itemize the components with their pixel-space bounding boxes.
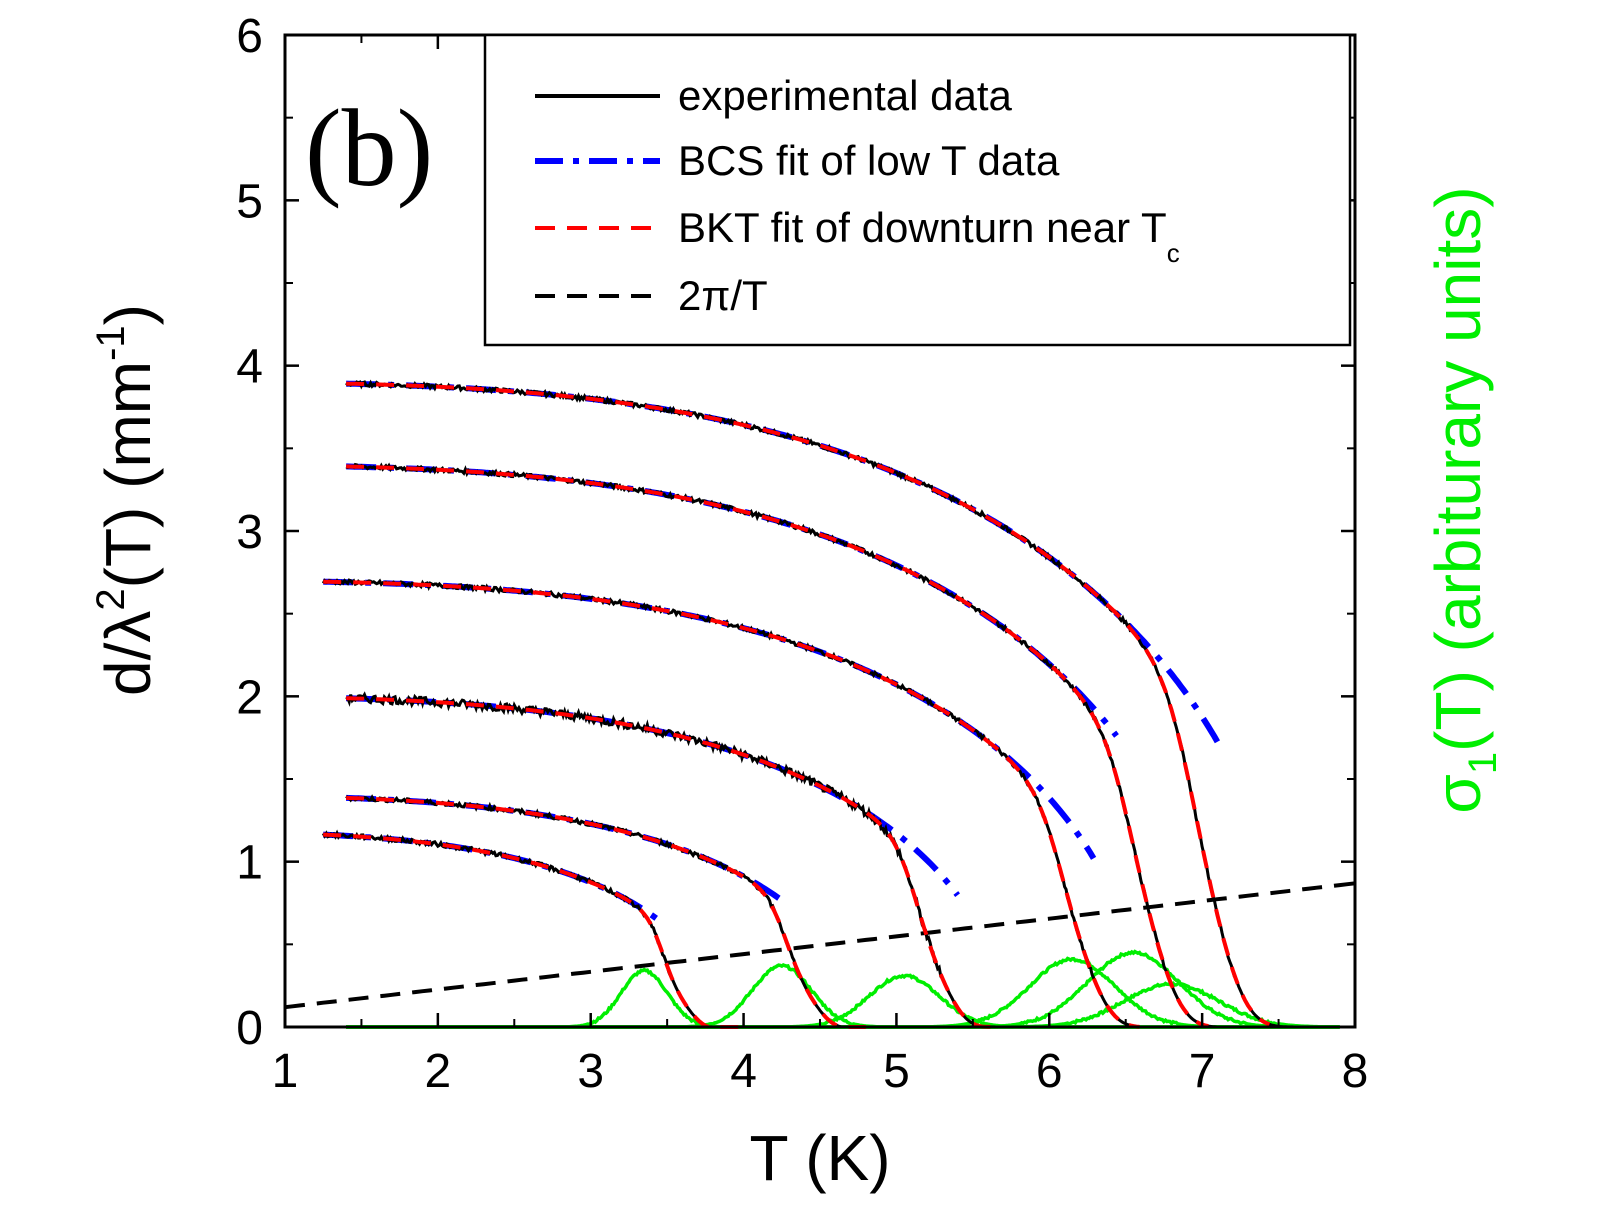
x-tick-label: 8: [1342, 1045, 1369, 1098]
y-tick-label: 1: [236, 837, 263, 890]
y-tick-label: 6: [236, 10, 263, 63]
bkt-fit-1: [346, 464, 1209, 1029]
bkt-fit-curves: [323, 381, 1271, 1029]
legend-label-bcs: BCS fit of low T data: [678, 137, 1060, 184]
legend-label-reference: 2π/T: [678, 272, 768, 319]
reference-line: [284, 881, 1356, 1010]
x-axis-title: T (K): [749, 1122, 890, 1194]
x-tick-label: 1: [272, 1045, 299, 1098]
y-axis-title-left: d/λ2(T) (mm-1): [89, 304, 164, 696]
x-tick-label: 6: [1036, 1045, 1063, 1098]
y-tick-label: 0: [236, 1002, 263, 1055]
y-tick-label: 3: [236, 506, 263, 559]
bkt-fit-0: [346, 381, 1271, 1027]
y-axis-title-right: σ1(T) (arbiturary units): [1422, 186, 1505, 813]
legend-label-bkt: BKT fit of downturn near Tc: [678, 204, 1180, 268]
y-tick-label: 4: [236, 341, 263, 394]
y-tick-label: 5: [236, 175, 263, 228]
y-tick-label: 2: [236, 671, 263, 724]
legend-box: [483, 33, 1352, 347]
legend-label-experimental: experimental data: [678, 72, 1013, 119]
x-tick-label: 3: [577, 1045, 604, 1098]
legend: experimental data BCS fit of low T data …: [483, 33, 1352, 347]
bkt-fit-5: [323, 832, 742, 1029]
x-tick-label: 4: [730, 1045, 757, 1098]
x-tick-label: 2: [425, 1045, 452, 1098]
bkt-fit-2: [323, 579, 1140, 1029]
x-tick-label: 7: [1189, 1045, 1216, 1098]
x-tick-label: 5: [883, 1045, 910, 1098]
panel-label: (b): [305, 87, 433, 209]
reference-line-layer: [284, 881, 1356, 1010]
